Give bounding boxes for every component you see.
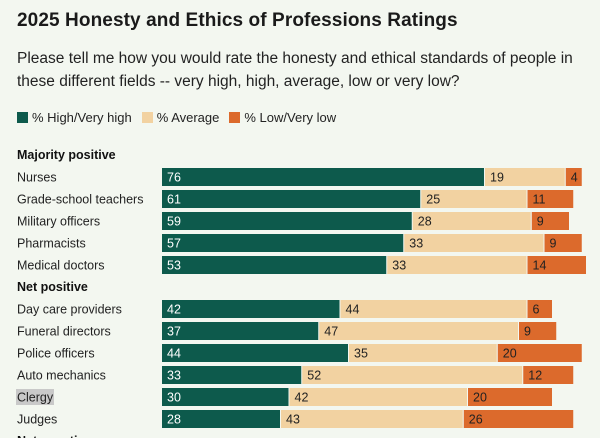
data-label-low: 9 [550,237,557,251]
data-label-low: 26 [469,413,483,427]
bar-segment-average [349,344,497,362]
bar-segment-average [289,388,467,406]
data-label-average: 43 [286,413,300,427]
bar-segment-low [519,322,557,340]
data-label-low: 9 [524,325,531,339]
data-label-low: 12 [528,369,542,383]
bar-segment-average [319,322,518,340]
bar-segment-average [387,256,527,274]
chart-subtitle: Please tell me how you would rate the ho… [17,50,573,90]
data-label-high: 33 [167,369,181,383]
group-heading: Net negative [17,434,91,438]
legend: % High/Very high % Average % Low/Very lo… [17,110,346,125]
bar-segment-high [162,212,412,230]
group-heading: Majority positive [17,148,116,162]
data-label-high: 59 [167,215,181,229]
bar-segment-average [404,234,544,252]
bar-segment-low [565,168,582,186]
data-label-high: 57 [167,237,181,251]
bar-segment-high [162,388,289,406]
row-label: Grade-school teachers [17,193,143,207]
bar-segment-low [523,366,574,384]
bar-segment-average [302,366,523,384]
data-label-average: 28 [418,215,432,229]
bar-segment-low [527,256,586,274]
chart-title: 2025 Honesty and Ethics of Professions R… [17,10,458,31]
data-label-high: 76 [167,171,181,185]
row-label: Nurses [17,171,57,185]
row-label: Day care providers [17,303,122,317]
data-label-low: 14 [533,259,547,273]
data-label-low: 9 [537,215,544,229]
data-label-low: 20 [503,347,517,361]
data-label-average: 25 [426,193,440,207]
row-label: Funeral directors [17,325,111,339]
bar-segment-low [531,212,569,230]
data-label-low: 4 [571,171,578,185]
bar-segment-average [421,190,527,208]
group-heading: Net positive [17,280,88,294]
data-label-high: 44 [167,347,181,361]
bar-segment-average [281,410,463,428]
bar-segment-low [468,388,552,406]
data-label-high: 30 [167,391,181,405]
stacked-bar-chart: Majority positive Nurses 76 19 4 Grade-school… [16,148,586,438]
bar-segment-high [162,410,280,428]
bar-segment-high [162,168,484,186]
data-label-average: 47 [324,325,338,339]
row-label: Judges [17,413,57,427]
bar-segment-low [497,344,582,362]
bar-segment-average [412,212,531,230]
bar-segment-high [162,322,319,340]
data-label-average: 35 [354,347,368,361]
bar-segment-low [463,410,574,428]
data-label-average: 33 [392,259,406,273]
row-label: Clergy [17,391,54,405]
data-label-average: 19 [490,171,504,185]
legend-label-average: % Average [156,110,220,125]
data-label-high: 37 [167,325,181,339]
bar-segment-low [544,234,582,252]
legend-item-high: % High/Very high [17,110,132,125]
bar-segment-low [527,190,574,208]
data-label-high: 61 [167,193,181,207]
bar-segment-low [527,300,552,318]
row-label: Pharmacists [17,237,86,251]
row-label: Auto mechanics [17,369,106,383]
bar-segment-average [485,168,565,186]
legend-label-low: % Low/Very low [244,110,337,125]
bar-segment-high [162,366,302,384]
row-label-highlight [16,389,54,405]
data-label-low: 6 [533,303,540,317]
legend-label-high: % High/Very high [32,110,132,125]
data-label-high: 53 [167,259,181,273]
data-label-average: 52 [307,369,321,383]
bar-segment-high [162,256,387,274]
bar-segment-high [162,344,348,362]
data-label-low: 20 [473,391,487,405]
data-label-average: 33 [409,237,423,251]
bar-segment-average [340,300,527,318]
bar-segment-high [162,234,404,252]
row-label: Police officers [17,347,95,361]
row-label: Military officers [17,215,100,229]
legend-item-low: % Low/Very low [229,110,336,125]
data-label-average: 42 [295,391,309,405]
data-label-high: 28 [167,413,181,427]
bar-segment-high [162,190,421,208]
data-label-low: 11 [533,193,546,207]
bar-segment-high [162,300,340,318]
legend-item-average: % Average [141,110,220,125]
legend-swatch-low [229,112,241,123]
row-label: Medical doctors [17,259,105,273]
data-label-average: 44 [346,303,360,317]
legend-swatch-average [141,112,153,123]
legend-swatch-high [17,112,28,123]
data-label-high: 42 [167,303,181,317]
